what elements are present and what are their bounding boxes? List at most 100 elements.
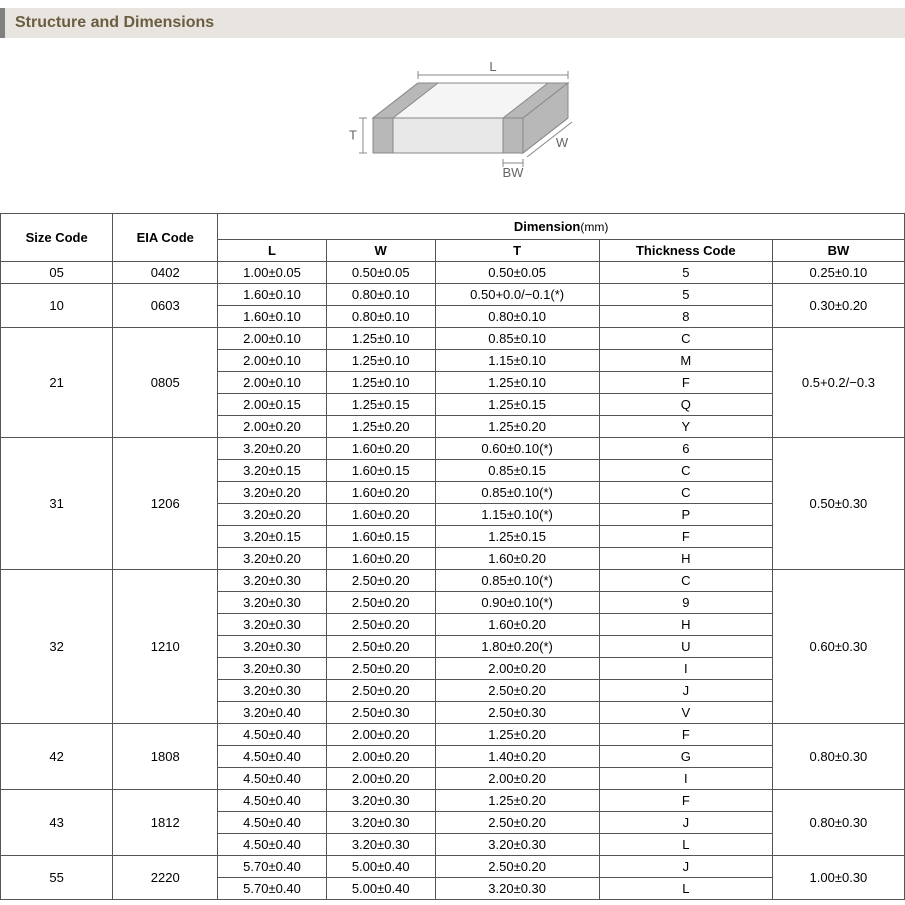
cell-tc: 5 <box>599 262 772 284</box>
cell-tc: U <box>599 636 772 658</box>
cell-t: 2.50±0.20 <box>435 680 599 702</box>
cell-t: 1.25±0.20 <box>435 790 599 812</box>
cell-w: 2.50±0.20 <box>326 658 435 680</box>
col-l: L <box>218 240 327 262</box>
cell-bw: 0.50±0.30 <box>772 438 904 570</box>
cell-w: 5.00±0.40 <box>326 878 435 900</box>
cell-w: 1.25±0.15 <box>326 394 435 416</box>
cell-w: 2.00±0.20 <box>326 746 435 768</box>
cell-l: 4.50±0.40 <box>218 790 327 812</box>
svg-text:BW: BW <box>502 165 524 180</box>
col-thick: Thickness Code <box>599 240 772 262</box>
diagram-container: LTWBW <box>0 48 905 198</box>
col-w: W <box>326 240 435 262</box>
cell-t: 1.25±0.15 <box>435 394 599 416</box>
cell-size: 43 <box>1 790 113 856</box>
svg-text:L: L <box>489 59 496 74</box>
cell-t: 1.15±0.10 <box>435 350 599 372</box>
table-row: 2108052.00±0.101.25±0.100.85±0.10C0.5+0.… <box>1 328 905 350</box>
cell-tc: F <box>599 526 772 548</box>
cell-w: 3.20±0.30 <box>326 834 435 856</box>
cell-t: 0.60±0.10(*) <box>435 438 599 460</box>
col-dim-group: Dimension(mm) <box>218 214 905 240</box>
cell-eia: 1808 <box>113 724 218 790</box>
cell-t: 0.90±0.10(*) <box>435 592 599 614</box>
cell-tc: F <box>599 790 772 812</box>
cell-size: 32 <box>1 570 113 724</box>
cell-tc: 8 <box>599 306 772 328</box>
cell-tc: V <box>599 702 772 724</box>
component-diagram: LTWBW <box>323 48 583 198</box>
cell-tc: P <box>599 504 772 526</box>
dim-unit: (mm) <box>580 220 608 234</box>
cell-eia: 0603 <box>113 284 218 328</box>
table-row: 3212103.20±0.302.50±0.200.85±0.10(*)C0.6… <box>1 570 905 592</box>
cell-t: 1.60±0.20 <box>435 614 599 636</box>
cell-w: 0.80±0.10 <box>326 284 435 306</box>
table-row: 4318124.50±0.403.20±0.301.25±0.20F0.80±0… <box>1 790 905 812</box>
section-title: Structure and Dimensions <box>15 14 214 31</box>
cell-bw: 0.30±0.20 <box>772 284 904 328</box>
table-row: 5522205.70±0.405.00±0.402.50±0.20J1.00±0… <box>1 856 905 878</box>
cell-tc: Y <box>599 416 772 438</box>
cell-w: 2.50±0.20 <box>326 592 435 614</box>
cell-tc: I <box>599 768 772 790</box>
cell-tc: M <box>599 350 772 372</box>
cell-l: 3.20±0.20 <box>218 482 327 504</box>
cell-w: 1.60±0.15 <box>326 460 435 482</box>
cell-t: 1.15±0.10(*) <box>435 504 599 526</box>
cell-t: 3.20±0.30 <box>435 878 599 900</box>
cell-l: 3.20±0.15 <box>218 460 327 482</box>
cell-w: 1.25±0.10 <box>326 350 435 372</box>
cell-l: 1.60±0.10 <box>218 284 327 306</box>
cell-t: 3.20±0.30 <box>435 834 599 856</box>
cell-t: 0.85±0.10(*) <box>435 482 599 504</box>
cell-l: 3.20±0.20 <box>218 438 327 460</box>
cell-size: 10 <box>1 284 113 328</box>
col-eia: EIA Code <box>113 214 218 262</box>
table-row: 3112063.20±0.201.60±0.200.60±0.10(*)60.5… <box>1 438 905 460</box>
cell-tc: L <box>599 878 772 900</box>
cell-t: 2.00±0.20 <box>435 658 599 680</box>
cell-w: 1.60±0.20 <box>326 504 435 526</box>
cell-tc: J <box>599 680 772 702</box>
cell-bw: 1.00±0.30 <box>772 856 904 900</box>
cell-l: 5.70±0.40 <box>218 878 327 900</box>
cell-eia: 0805 <box>113 328 218 438</box>
cell-size: 05 <box>1 262 113 284</box>
cell-tc: 5 <box>599 284 772 306</box>
cell-l: 4.50±0.40 <box>218 724 327 746</box>
cell-bw: 0.60±0.30 <box>772 570 904 724</box>
cell-tc: 9 <box>599 592 772 614</box>
col-t: T <box>435 240 599 262</box>
cell-w: 2.50±0.20 <box>326 680 435 702</box>
cell-t: 0.50±0.05 <box>435 262 599 284</box>
cell-t: 2.50±0.20 <box>435 812 599 834</box>
cell-tc: Q <box>599 394 772 416</box>
cell-t: 0.85±0.10(*) <box>435 570 599 592</box>
cell-t: 0.80±0.10 <box>435 306 599 328</box>
cell-w: 1.25±0.20 <box>326 416 435 438</box>
cell-w: 0.50±0.05 <box>326 262 435 284</box>
cell-w: 2.00±0.20 <box>326 768 435 790</box>
cell-size: 42 <box>1 724 113 790</box>
cell-w: 3.20±0.30 <box>326 790 435 812</box>
cell-l: 1.60±0.10 <box>218 306 327 328</box>
cell-l: 5.70±0.40 <box>218 856 327 878</box>
cell-tc: H <box>599 548 772 570</box>
cell-tc: L <box>599 834 772 856</box>
cell-tc: C <box>599 460 772 482</box>
table-row: 1006031.60±0.100.80±0.100.50+0.0/−0.1(*)… <box>1 284 905 306</box>
cell-l: 4.50±0.40 <box>218 746 327 768</box>
cell-tc: C <box>599 328 772 350</box>
cell-w: 1.60±0.20 <box>326 438 435 460</box>
cell-bw: 0.25±0.10 <box>772 262 904 284</box>
table-row: 0504021.00±0.050.50±0.050.50±0.0550.25±0… <box>1 262 905 284</box>
cell-l: 3.20±0.40 <box>218 702 327 724</box>
cell-eia: 1210 <box>113 570 218 724</box>
cell-w: 2.00±0.20 <box>326 724 435 746</box>
dim-group-label: Dimension <box>514 219 580 234</box>
table-row: 4218084.50±0.402.00±0.201.25±0.20F0.80±0… <box>1 724 905 746</box>
cell-tc: F <box>599 724 772 746</box>
cell-t: 1.40±0.20 <box>435 746 599 768</box>
